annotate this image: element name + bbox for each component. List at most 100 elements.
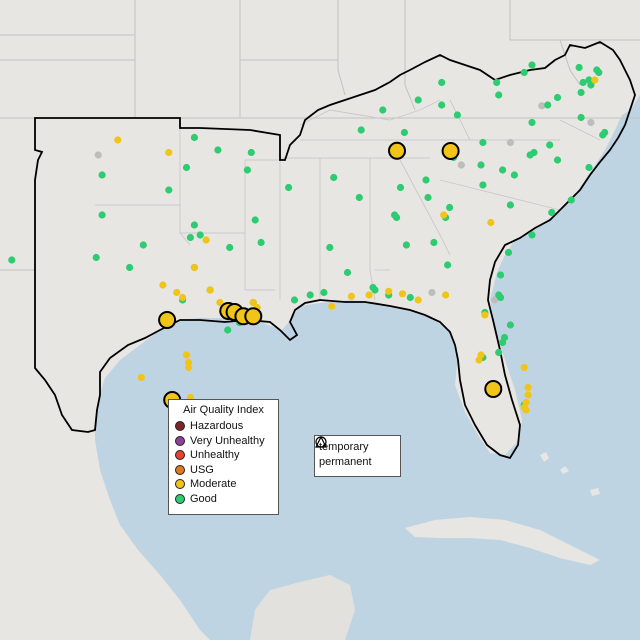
monitor-permanent-good[interactable]: [587, 81, 595, 89]
monitor-permanent-good[interactable]: [577, 113, 585, 122]
monitor-permanent-good[interactable]: [8, 256, 16, 264]
monitor-permanent-no-data[interactable]: [94, 151, 102, 159]
monitor-permanent-no-data[interactable]: [587, 118, 595, 127]
monitor-permanent-good[interactable]: [530, 148, 538, 157]
monitor-permanent-moderate[interactable]: [190, 263, 198, 272]
monitor-permanent-moderate[interactable]: [249, 298, 257, 307]
monitor-temporary-moderate[interactable]: [388, 141, 406, 160]
monitor-permanent-good[interactable]: [567, 196, 575, 204]
monitor-permanent-good[interactable]: [414, 96, 422, 104]
monitor-permanent-good[interactable]: [306, 291, 314, 299]
monitor-permanent-good[interactable]: [506, 201, 514, 209]
monitor-permanent-good[interactable]: [528, 231, 536, 239]
monitor-permanent-good[interactable]: [190, 221, 198, 229]
monitor-permanent-good[interactable]: [226, 243, 234, 252]
monitor-permanent-no-data[interactable]: [457, 161, 465, 169]
monitor-permanent-good[interactable]: [330, 173, 338, 182]
monitor-permanent-good[interactable]: [406, 293, 414, 302]
monitor-permanent-moderate[interactable]: [114, 136, 122, 144]
monitor-permanent-good[interactable]: [396, 183, 405, 192]
monitor-permanent-good[interactable]: [577, 88, 585, 97]
monitor-permanent-good[interactable]: [599, 131, 607, 139]
monitor-permanent-good[interactable]: [186, 233, 194, 242]
monitor-permanent-good[interactable]: [553, 93, 562, 102]
monitor-permanent-moderate[interactable]: [137, 373, 145, 382]
monitor-permanent-good[interactable]: [92, 253, 100, 262]
monitor-permanent-good[interactable]: [402, 241, 410, 249]
monitor-permanent-good[interactable]: [400, 128, 408, 137]
monitor-permanent-good[interactable]: [479, 181, 487, 189]
monitor-permanent-good[interactable]: [165, 186, 173, 194]
monitor-permanent-moderate[interactable]: [414, 296, 422, 304]
monitor-permanent-good[interactable]: [497, 271, 505, 279]
monitor-permanent-good[interactable]: [243, 166, 251, 174]
monitor-permanent-good[interactable]: [190, 133, 198, 142]
monitor-temporary-moderate[interactable]: [441, 142, 460, 160]
monitor-permanent-good[interactable]: [595, 68, 603, 77]
monitor-permanent-good[interactable]: [320, 288, 328, 297]
monitor-permanent-good[interactable]: [579, 78, 587, 87]
monitor-permanent-moderate[interactable]: [481, 311, 489, 319]
monitor-permanent-good[interactable]: [251, 216, 259, 224]
monitor-permanent-good[interactable]: [493, 78, 501, 87]
monitor-permanent-good[interactable]: [290, 296, 299, 304]
monitor-permanent-good[interactable]: [546, 141, 554, 149]
monitor-permanent-good[interactable]: [126, 263, 134, 272]
monitor-permanent-good[interactable]: [520, 68, 528, 77]
monitor-permanent-good[interactable]: [371, 286, 379, 294]
monitor-permanent-moderate[interactable]: [184, 363, 193, 372]
monitor-permanent-good[interactable]: [224, 326, 232, 334]
monitor-permanent-good[interactable]: [510, 171, 518, 179]
monitor-permanent-good[interactable]: [379, 106, 387, 114]
monitor-permanent-good[interactable]: [528, 118, 536, 127]
monitor-permanent-moderate[interactable]: [442, 291, 450, 299]
monitor-permanent-moderate[interactable]: [398, 290, 407, 298]
monitor-permanent-moderate[interactable]: [159, 281, 167, 289]
monitor-permanent-good[interactable]: [504, 248, 513, 257]
monitor-permanent-good[interactable]: [553, 156, 562, 164]
monitor-permanent-moderate[interactable]: [202, 236, 210, 244]
monitor-permanent-moderate[interactable]: [365, 291, 373, 299]
monitor-permanent-good[interactable]: [182, 163, 191, 172]
monitor-permanent-moderate[interactable]: [440, 211, 448, 219]
monitor-permanent-no-data[interactable]: [491, 296, 499, 304]
monitor-permanent-good[interactable]: [98, 171, 106, 179]
monitor-permanent-good[interactable]: [285, 183, 293, 192]
monitor-permanent-good[interactable]: [495, 348, 503, 357]
monitor-permanent-good[interactable]: [196, 231, 204, 239]
monitor-permanent-moderate[interactable]: [184, 358, 193, 367]
monitor-permanent-moderate[interactable]: [328, 302, 336, 310]
monitor-permanent-moderate[interactable]: [477, 351, 485, 359]
monitor-permanent-good[interactable]: [424, 193, 432, 202]
monitor-permanent-moderate[interactable]: [385, 287, 393, 295]
monitor-temporary-moderate[interactable]: [484, 380, 503, 398]
monitor-permanent-good[interactable]: [477, 161, 485, 169]
monitor-permanent-good[interactable]: [497, 293, 505, 302]
monitor-permanent-good[interactable]: [548, 208, 556, 217]
monitor-permanent-moderate[interactable]: [347, 292, 355, 300]
monitor-permanent-good[interactable]: [495, 91, 503, 99]
monitor-permanent-moderate[interactable]: [522, 406, 530, 414]
monitor-temporary-moderate[interactable]: [158, 311, 177, 329]
monitor-permanent-good[interactable]: [98, 211, 106, 219]
monitor-permanent-good[interactable]: [506, 321, 514, 329]
monitor-permanent-good[interactable]: [438, 78, 446, 87]
monitor-permanent-good[interactable]: [438, 101, 446, 109]
monitor-permanent-good[interactable]: [326, 243, 334, 252]
monitor-permanent-good[interactable]: [422, 176, 430, 184]
monitor-permanent-moderate[interactable]: [182, 351, 191, 359]
monitor-permanent-moderate[interactable]: [173, 288, 181, 297]
monitor-permanent-good[interactable]: [453, 111, 461, 119]
monitor-temporary-moderate[interactable]: [244, 307, 263, 326]
monitor-permanent-good[interactable]: [355, 193, 363, 202]
monitor-permanent-moderate[interactable]: [524, 383, 532, 392]
monitor-permanent-moderate[interactable]: [165, 148, 173, 157]
monitor-permanent-good[interactable]: [585, 163, 593, 172]
monitor-permanent-good[interactable]: [446, 203, 454, 212]
monitor-permanent-good[interactable]: [500, 333, 509, 342]
monitor-permanent-good[interactable]: [247, 148, 255, 157]
monitor-permanent-moderate[interactable]: [524, 391, 532, 399]
monitor-permanent-good[interactable]: [214, 146, 222, 154]
monitor-permanent-no-data[interactable]: [538, 102, 546, 110]
